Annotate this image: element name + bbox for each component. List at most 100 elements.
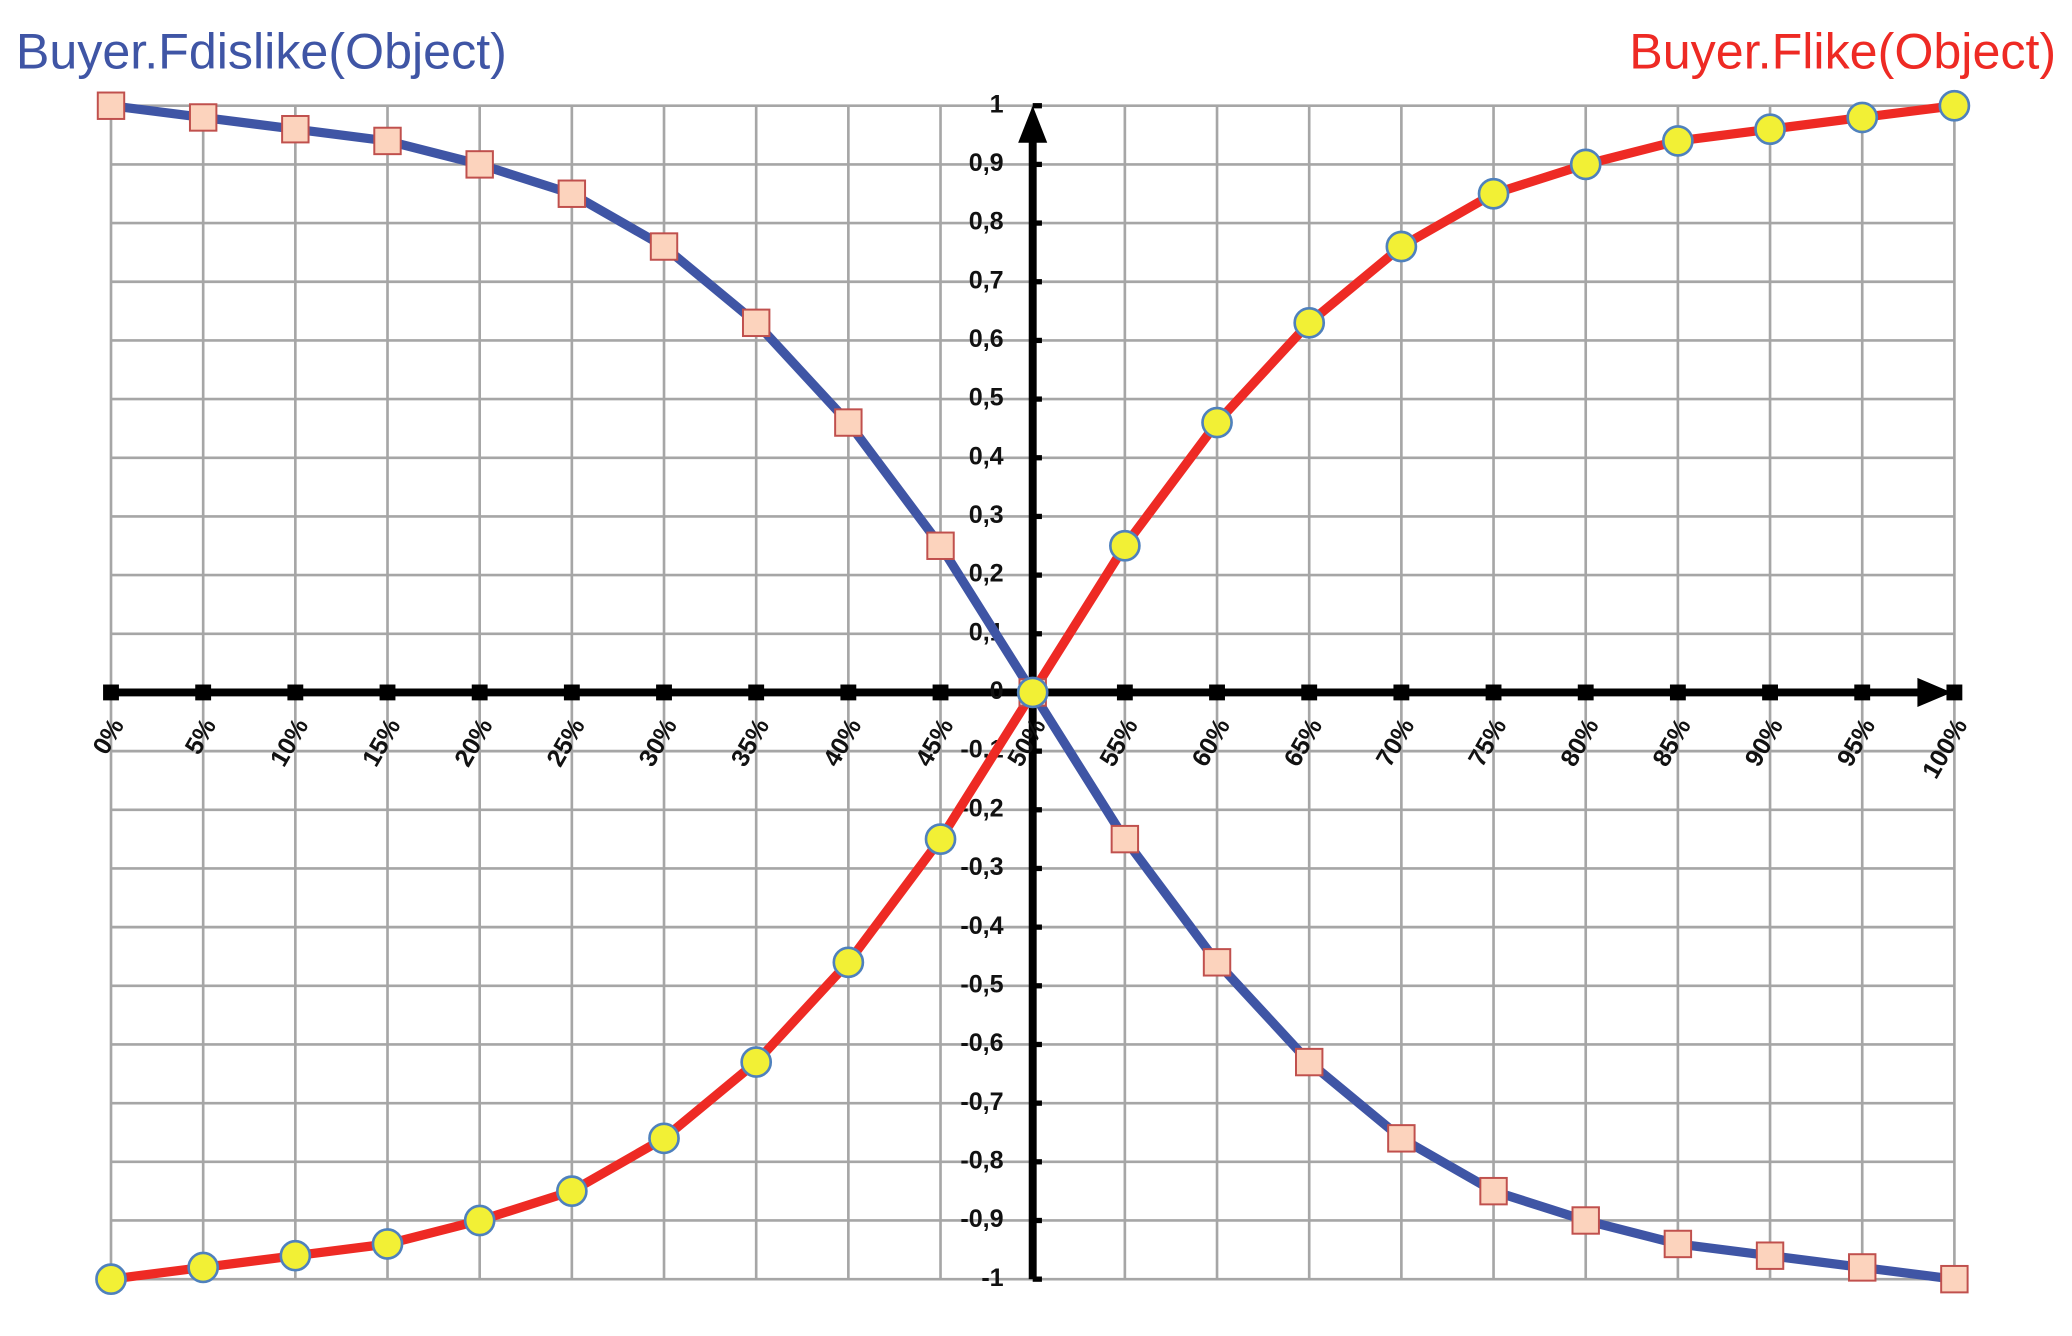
marker xyxy=(1110,824,1140,854)
x-tick-label: 40% xyxy=(818,714,867,772)
marker xyxy=(834,408,863,437)
x-tick-mark xyxy=(656,684,672,701)
x-tick-mark xyxy=(379,684,396,701)
x-tick-mark xyxy=(195,684,212,701)
marker xyxy=(1663,1229,1693,1259)
x-tick-mark xyxy=(103,684,119,701)
x-tick-label: 55% xyxy=(1094,714,1143,772)
x-tick-label: 45% xyxy=(910,714,959,772)
marker xyxy=(1201,406,1233,439)
marker xyxy=(926,531,955,560)
marker xyxy=(741,308,771,338)
marker xyxy=(1940,1264,1969,1294)
y-tick-label: -0,5 xyxy=(960,970,1003,998)
marker xyxy=(1938,89,1971,122)
x-tick-mark xyxy=(1209,684,1225,701)
y-tick-label: -0,6 xyxy=(960,1029,1003,1057)
marker xyxy=(463,1204,496,1237)
x-tick-label: 60% xyxy=(1187,714,1236,772)
x-tick-label: 25% xyxy=(541,714,590,772)
x-tick-mark xyxy=(1485,684,1502,701)
marker xyxy=(1477,177,1510,210)
y-axis-arrow xyxy=(1018,105,1048,143)
marker xyxy=(281,114,310,144)
marker xyxy=(279,1239,312,1272)
marker xyxy=(1662,125,1694,157)
x-tick-mark xyxy=(1301,684,1318,701)
y-tick-label: 0,4 xyxy=(969,442,1004,470)
x-tick-mark xyxy=(840,684,857,701)
x-tick-mark xyxy=(748,684,765,701)
marker xyxy=(924,823,957,855)
marker xyxy=(1293,306,1326,339)
y-tick-label: -0,7 xyxy=(960,1088,1003,1116)
y-tick-label: 0,6 xyxy=(969,325,1004,353)
x-tick-mark xyxy=(563,684,580,701)
marker xyxy=(1295,1047,1324,1077)
x-tick-label: 75% xyxy=(1463,714,1512,772)
marker xyxy=(649,232,679,261)
marker xyxy=(740,1046,773,1078)
x-tick-mark xyxy=(1762,684,1778,701)
marker xyxy=(1571,1206,1600,1235)
x-tick-mark xyxy=(471,684,488,701)
marker xyxy=(465,150,494,179)
marker xyxy=(1479,1176,1508,1206)
x-tick-label: 80% xyxy=(1555,714,1604,772)
x-tick-label: 100% xyxy=(1917,714,1973,784)
y-tick-label: 0,9 xyxy=(969,149,1004,177)
x-tick-mark xyxy=(932,684,949,701)
marker xyxy=(188,103,218,132)
x-tick-mark xyxy=(1669,684,1686,701)
x-tick-mark xyxy=(1577,684,1594,701)
y-tick-label: -0,9 xyxy=(960,1205,1003,1233)
marker xyxy=(1202,948,1232,977)
x-tick-label: 70% xyxy=(1371,714,1420,772)
x-tick-label: 20% xyxy=(449,714,498,772)
y-tick-label: 0,3 xyxy=(969,501,1004,529)
marker xyxy=(1109,529,1141,562)
marker xyxy=(555,1175,588,1208)
x-tick-mark xyxy=(287,684,304,701)
x-tick-mark xyxy=(1393,684,1410,701)
marker xyxy=(1755,1241,1785,1270)
x-tick-mark xyxy=(1946,684,1963,701)
x-tick-label: 95% xyxy=(1832,714,1881,772)
x-axis-arrow xyxy=(1917,677,1952,707)
y-tick-label: 0,2 xyxy=(969,560,1004,588)
x-tick-label: 90% xyxy=(1740,714,1789,772)
y-tick-label: -0,3 xyxy=(960,853,1003,881)
y-tick-label: -1 xyxy=(981,1264,1003,1292)
x-tick-label: 65% xyxy=(1279,714,1328,772)
marker xyxy=(832,946,865,979)
y-tick-label: -0,8 xyxy=(960,1146,1003,1174)
y-tick-label: 0,7 xyxy=(969,266,1004,294)
marker xyxy=(1385,230,1418,263)
y-tick-label: 1 xyxy=(990,90,1004,118)
x-tick-label: 30% xyxy=(634,714,683,772)
x-tick-label: 85% xyxy=(1647,714,1696,772)
x-tick-label: 15% xyxy=(357,714,406,772)
marker xyxy=(1848,1253,1877,1282)
marker xyxy=(95,1263,127,1296)
marker xyxy=(1569,148,1602,181)
x-tick-label: 10% xyxy=(265,714,314,772)
series-title: Buyer.Flike(Object) xyxy=(1629,24,2056,80)
plot: Buyer.Fdislike(Object) Buyer.Flike(Object… xyxy=(16,24,2056,1296)
y-tick-label: 0,8 xyxy=(969,208,1004,236)
marker xyxy=(1016,676,1049,709)
marker xyxy=(371,1228,404,1260)
marker xyxy=(187,1251,220,1284)
marker xyxy=(1387,1124,1416,1153)
marker xyxy=(1754,113,1786,146)
y-tick-label: 0 xyxy=(990,677,1004,705)
marker xyxy=(1846,101,1879,134)
y-tick-label: 0,5 xyxy=(969,384,1004,412)
marker xyxy=(96,91,126,120)
x-tick-label: 35% xyxy=(726,714,775,772)
series-title: Buyer.Fdislike(Object) xyxy=(16,24,507,80)
x-tick-mark xyxy=(1116,684,1133,701)
x-tick-mark xyxy=(1854,684,1871,701)
marker xyxy=(648,1122,680,1155)
